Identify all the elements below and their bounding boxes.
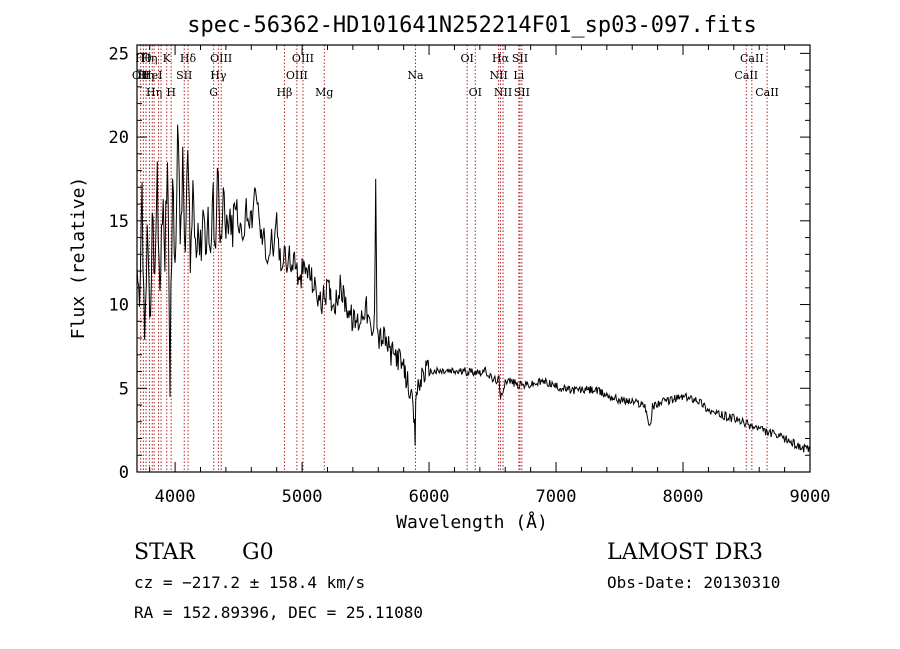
line-marker-label: H bbox=[166, 86, 176, 99]
y-tick-label: 0 bbox=[119, 463, 129, 483]
object-class: STAR bbox=[134, 540, 195, 565]
obs-date: Obs-Date: 20130310 bbox=[607, 573, 781, 592]
spectral-line-labels: OIIHθHηHηHeIHηKHSIIHδGHγOIIIHβOIIIOIIIMg… bbox=[132, 52, 779, 99]
object-subclass: G0 bbox=[242, 540, 274, 565]
x-tick-label: 4000 bbox=[155, 487, 196, 507]
line-marker-label: OIII bbox=[292, 52, 314, 65]
x-tick-label: 9000 bbox=[790, 487, 831, 507]
line-marker-label: OI bbox=[460, 52, 473, 65]
y-tick-label: 5 bbox=[119, 379, 129, 399]
x-tick-label: 6000 bbox=[409, 487, 450, 507]
y-tick-label: 25 bbox=[109, 44, 129, 64]
x-tick-label: 8000 bbox=[663, 487, 704, 507]
line-marker-label: Hη bbox=[146, 86, 162, 99]
line-marker-label: Hα bbox=[492, 52, 510, 65]
line-marker-label: Hη bbox=[141, 52, 157, 65]
line-marker-label: Hη bbox=[138, 69, 154, 82]
line-marker-label: OIII bbox=[210, 52, 232, 65]
spectral-line-markers bbox=[140, 45, 768, 472]
line-marker-label: Hβ bbox=[276, 86, 292, 99]
ra-dec: RA = 152.89396, DEC = 25.11080 bbox=[134, 603, 423, 622]
line-marker-label: SII bbox=[176, 69, 192, 82]
line-marker-label: Li bbox=[513, 69, 524, 82]
line-marker-label: Hδ bbox=[180, 52, 197, 65]
y-axis-label: Flux (relative) bbox=[68, 177, 89, 340]
line-marker-label: CaII bbox=[734, 69, 758, 82]
x-tick-label: 5000 bbox=[282, 487, 323, 507]
line-marker-label: NII bbox=[489, 69, 507, 82]
line-marker-label: CaII bbox=[755, 86, 779, 99]
line-marker-label: CaII bbox=[740, 52, 764, 65]
line-marker-label: OII bbox=[132, 69, 150, 82]
line-marker-label: SII bbox=[512, 52, 528, 65]
line-marker-label: Na bbox=[407, 69, 424, 82]
line-marker-label: OIII bbox=[286, 69, 308, 82]
line-marker-label: Mg bbox=[315, 86, 333, 99]
y-tick-label: 15 bbox=[109, 212, 129, 232]
line-marker-label: K bbox=[163, 52, 172, 65]
plot-frame bbox=[136, 44, 811, 473]
redshift-cz: cz = −217.2 ± 158.4 km/s bbox=[134, 573, 366, 592]
x-axis-label: Wavelength (Å) bbox=[396, 511, 548, 533]
y-axis-ticks: 0 5 10 15 20 25 bbox=[109, 44, 810, 483]
chart-title: spec-56362-HD101641N252214F01_sp03-097.f… bbox=[187, 13, 757, 38]
line-marker-label: NII bbox=[494, 86, 512, 99]
line-marker-label: G bbox=[209, 86, 218, 99]
spectrum-series-line bbox=[136, 124, 811, 453]
line-marker-label: Hγ bbox=[210, 69, 227, 82]
line-marker-label: Hθ bbox=[135, 52, 152, 65]
line-marker-label: HeI bbox=[142, 69, 162, 82]
line-marker-label: OI bbox=[469, 86, 482, 99]
y-tick-label: 10 bbox=[109, 296, 129, 316]
x-axis-ticks: 4000 5000 6000 7000 8000 9000 bbox=[149, 45, 831, 507]
x-tick-label: 7000 bbox=[536, 487, 577, 507]
line-marker-label: SII bbox=[514, 86, 530, 99]
survey-name: LAMOST DR3 bbox=[607, 540, 763, 565]
y-tick-label: 20 bbox=[109, 128, 129, 148]
